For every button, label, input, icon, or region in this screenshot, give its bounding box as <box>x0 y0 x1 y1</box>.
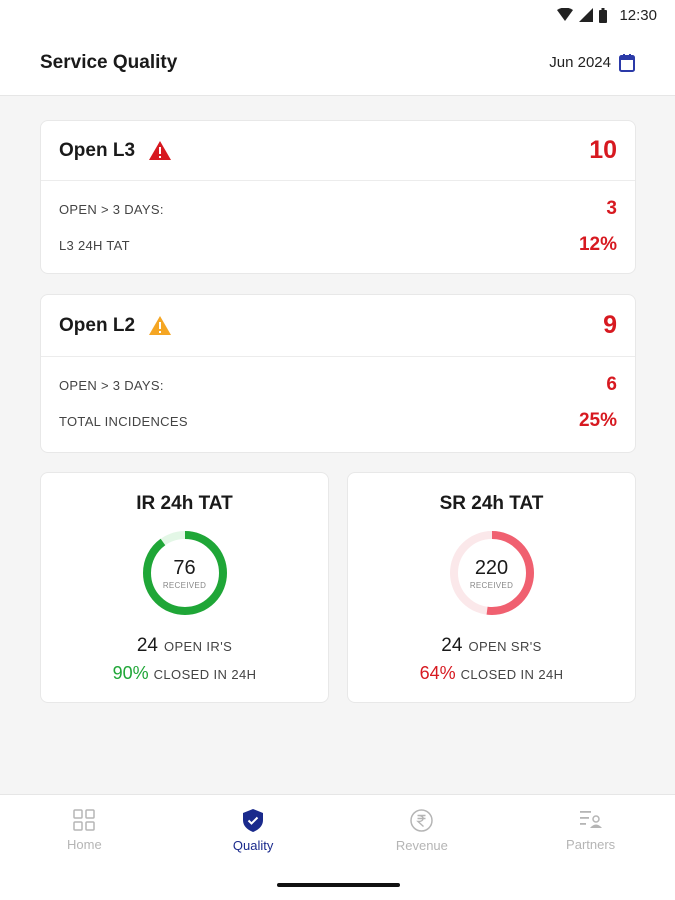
open-l2-row: OPEN > 3 DAYS: 6 <box>41 367 635 403</box>
nav-label: Partners <box>566 837 616 852</box>
calendar-icon[interactable] <box>619 53 635 72</box>
sr-closed-label: CLOSED IN 24H <box>460 667 564 682</box>
wifi-icon <box>557 8 574 21</box>
open-l2-value: 9 <box>603 311 617 339</box>
ir-tat-card[interactable]: IR 24h TAT 76 RECEIVED 24 OPEN IR'S 90% … <box>40 472 329 703</box>
ir-open-count: 24 <box>136 635 158 656</box>
sr-received-count: 220 <box>474 556 509 579</box>
grid-icon <box>73 809 96 831</box>
shield-check-icon <box>243 809 264 832</box>
nav-label: Quality <box>232 838 274 853</box>
ir-open-label: OPEN IR'S <box>163 639 233 654</box>
warning-icon <box>149 141 172 160</box>
warning-icon <box>149 316 172 335</box>
status-bar: 12:30 <box>0 0 675 30</box>
app-header: Service Quality Jun 2024 <box>0 30 675 96</box>
ir-closed-pct: 90% <box>112 663 149 683</box>
nav-item-revenue[interactable]: Revenue <box>338 795 507 865</box>
row-value: 25% <box>578 410 617 431</box>
status-time: 12:30 <box>619 6 657 24</box>
ir-closed-label: CLOSED IN 24H <box>153 667 257 682</box>
row-value: 3 <box>606 198 617 219</box>
row-value: 6 <box>606 374 617 395</box>
date-label: Jun 2024 <box>549 54 611 71</box>
open-l3-card[interactable]: Open L3 10 OPEN > 3 DAYS: 3 L3 24H TAT 1… <box>40 120 636 274</box>
content-area: Open L3 10 OPEN > 3 DAYS: 3 L3 24H TAT 1… <box>0 97 675 793</box>
open-l2-row: TOTAL INCIDENCES 25% <box>41 403 635 439</box>
open-l3-row: OPEN > 3 DAYS: 3 <box>41 191 635 227</box>
row-value: 12% <box>578 234 617 255</box>
nav-item-quality[interactable]: Quality <box>169 795 338 865</box>
ir-received-count: 76 <box>173 556 196 579</box>
sr-open-label: OPEN SR'S <box>468 639 542 654</box>
open-l3-header: Open L3 10 <box>41 121 635 181</box>
open-l3-row: L3 24H TAT 12% <box>41 227 635 263</box>
date-picker[interactable]: Jun 2024 <box>549 53 635 72</box>
nav-item-partners[interactable]: Partners <box>506 795 675 865</box>
sr-open-line: 24 OPEN SR'S <box>441 635 541 657</box>
nav-label: Revenue <box>395 838 448 853</box>
ir-tat-title: IR 24h TAT <box>136 493 233 514</box>
open-l2-title: Open L2 <box>59 314 136 336</box>
row-label: TOTAL INCIDENCES <box>59 413 188 429</box>
page-title: Service Quality <box>40 51 178 73</box>
sr-donut-chart: 220 RECEIVED <box>448 529 536 617</box>
nav-label: Home <box>67 837 102 852</box>
open-l3-value: 10 <box>589 136 617 164</box>
bottom-nav: Home Quality Revenue Partners <box>0 794 675 900</box>
partners-icon <box>579 811 602 828</box>
nav-item-home[interactable]: Home <box>0 795 169 865</box>
ir-received-label: RECEIVED <box>162 580 207 590</box>
row-label: OPEN > 3 DAYS: <box>59 377 164 393</box>
sr-tat-title: SR 24h TAT <box>439 493 544 514</box>
sr-received-label: RECEIVED <box>469 580 514 590</box>
open-l3-title: Open L3 <box>59 139 136 161</box>
rupee-icon <box>410 809 434 832</box>
ir-open-line: 24 OPEN IR'S <box>137 635 232 657</box>
battery-icon <box>599 7 608 23</box>
ir-closed-line: 90% CLOSED IN 24H <box>113 663 257 684</box>
row-label: OPEN > 3 DAYS: <box>59 201 164 217</box>
open-l2-card[interactable]: Open L2 9 OPEN > 3 DAYS: 6 TOTAL INCIDEN… <box>40 294 636 453</box>
row-label: L3 24H TAT <box>59 237 130 253</box>
sr-closed-pct: 64% <box>419 663 456 683</box>
ir-donut-chart: 76 RECEIVED <box>141 529 229 617</box>
home-indicator[interactable] <box>277 883 400 887</box>
signal-icon <box>579 8 594 22</box>
open-l2-header: Open L2 9 <box>41 295 635 357</box>
sr-tat-card[interactable]: SR 24h TAT 220 RECEIVED 24 OPEN SR'S 64%… <box>347 472 636 703</box>
sr-open-count: 24 <box>441 635 463 656</box>
sr-closed-line: 64% CLOSED IN 24H <box>420 663 564 684</box>
